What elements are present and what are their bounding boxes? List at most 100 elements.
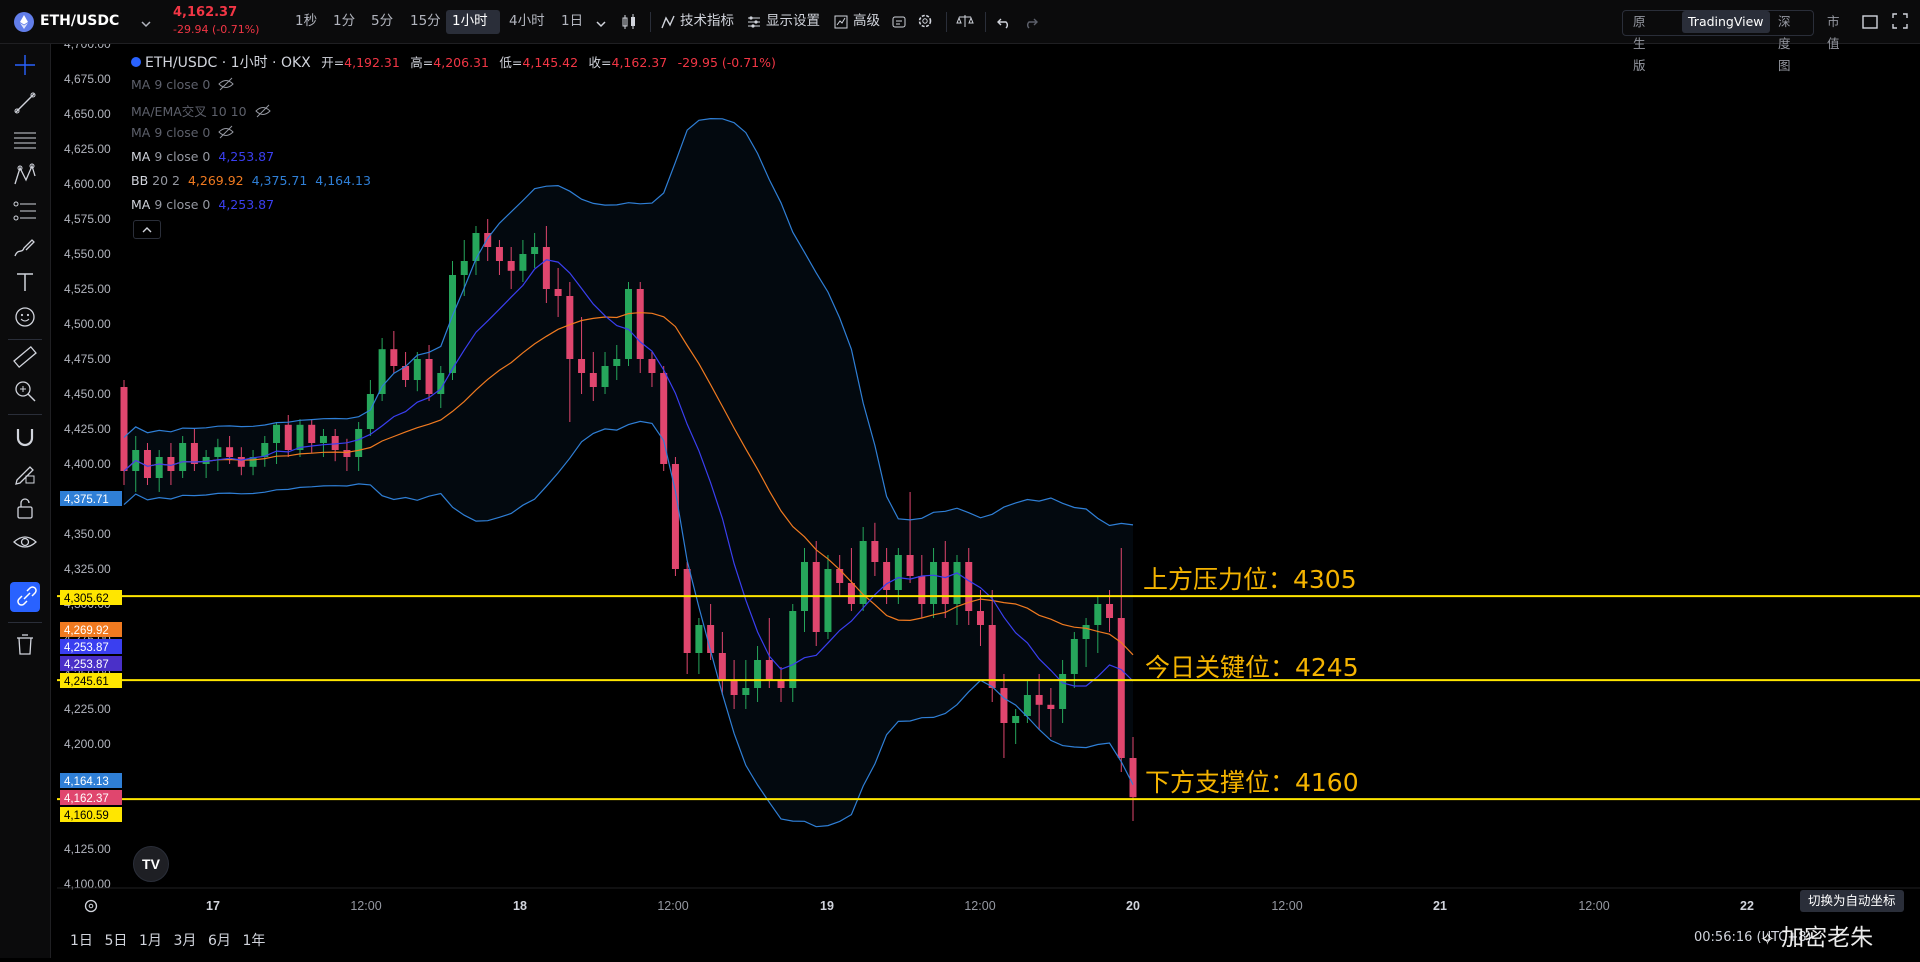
trash-icon[interactable] — [12, 631, 38, 657]
candle-body — [343, 450, 351, 457]
candle-body — [519, 254, 527, 271]
window-icon[interactable] — [1862, 14, 1878, 33]
view-tab-0[interactable]: 原生版 — [1633, 14, 1646, 73]
trend-line-icon[interactable] — [12, 90, 38, 116]
resistance-annotation[interactable]: 上方压力位：4305 — [1143, 565, 1357, 594]
indicators-icon[interactable] — [661, 14, 675, 33]
study-row-2[interactable]: MA 9 close 0 — [131, 125, 235, 142]
header-price: 4,162.37 — [173, 5, 238, 20]
symbol-name[interactable]: ETH/USDC — [40, 13, 120, 29]
horizontal-lines-icon[interactable] — [12, 126, 38, 152]
timeframe-3[interactable]: 15分 — [410, 13, 441, 29]
ruler-icon[interactable] — [12, 344, 38, 370]
compare-icon[interactable] — [956, 13, 974, 33]
candle-body — [261, 443, 269, 457]
template-icon[interactable] — [892, 14, 906, 33]
chevron-down-icon[interactable] — [140, 15, 152, 34]
bb-upper-value: 4,375.71 — [251, 173, 308, 188]
view-tab-3[interactable]: 市值 — [1827, 14, 1840, 51]
candle-body — [953, 562, 961, 604]
auto-scale-tooltip: 切换为自动坐标 — [1800, 890, 1904, 912]
clock[interactable]: 00:56:16 (UTC+8) — [1694, 930, 1812, 945]
candle-body — [226, 447, 234, 457]
tradingview-logo[interactable]: TV — [133, 846, 169, 882]
price-tag-label: 4,245.61 — [64, 676, 109, 688]
timeframe-4[interactable]: 1小时 — [452, 13, 488, 29]
eye-off-icon[interactable] — [218, 125, 235, 142]
timeframe-2[interactable]: 5分 — [371, 13, 394, 29]
chevron-up-icon — [142, 227, 152, 233]
candle-body — [120, 387, 128, 471]
candle-body — [143, 450, 151, 478]
stay-drawing-icon[interactable] — [12, 460, 38, 486]
view-tab-2[interactable]: 深度图 — [1778, 14, 1791, 73]
zoom-in-icon[interactable] — [12, 378, 38, 404]
candle-body — [930, 562, 938, 604]
view-tab-1[interactable]: TradingView — [1682, 11, 1770, 33]
study-row-1[interactable]: MA/EMA交叉 10 10 — [131, 101, 271, 121]
header-change: -29.94 (-0.71%) — [173, 23, 260, 36]
brush-icon[interactable] — [12, 234, 38, 260]
display-settings-icon[interactable] — [747, 14, 761, 33]
timeframe-0[interactable]: 1秒 — [295, 13, 318, 29]
range-button-5[interactable]: 1年 — [242, 933, 266, 949]
pattern-icon[interactable] — [12, 162, 38, 188]
chevron-down-icon[interactable] — [595, 15, 607, 34]
candle-body — [472, 233, 480, 261]
advanced-button[interactable]: 高级 — [853, 13, 880, 29]
range-button-0[interactable]: 1日 — [70, 933, 93, 949]
study-row-4[interactable]: BB 20 2 4,269.92 4,375.71 4,164.13 — [131, 173, 371, 188]
gear-icon[interactable] — [917, 13, 933, 33]
eye-off-icon[interactable] — [218, 77, 235, 94]
candle-body — [554, 289, 562, 296]
fullscreen-icon[interactable] — [1892, 13, 1908, 33]
eye-off-icon[interactable] — [254, 104, 271, 121]
candle-type-icon[interactable] — [621, 14, 637, 34]
range-button-2[interactable]: 1月 — [139, 933, 162, 949]
text-tool-icon[interactable] — [12, 269, 38, 295]
price-tag-label: 4,164.13 — [64, 776, 109, 788]
y-tick-label: 4,450.00 — [64, 387, 111, 401]
advanced-icon[interactable] — [834, 14, 848, 33]
candle-body — [1129, 758, 1137, 798]
magnet-icon[interactable] — [12, 424, 38, 450]
undo-icon[interactable] — [997, 14, 1011, 33]
display-settings-button[interactable]: 显示设置 — [766, 13, 820, 29]
study-row-5[interactable]: MA 9 close 0 4,253.87 — [131, 197, 275, 212]
candle-body — [578, 359, 586, 373]
support-annotation[interactable]: 下方支撑位：4160 — [1145, 768, 1359, 797]
collapse-legend-button[interactable] — [133, 220, 161, 239]
candle-body — [1094, 604, 1102, 625]
y-tick-label: 4,100.00 — [64, 877, 111, 891]
key-level-annotation[interactable]: 今日关键位：4245 — [1145, 653, 1359, 682]
eye-icon[interactable] — [12, 529, 38, 555]
candle-body — [1047, 704, 1055, 709]
study-row-0[interactable]: MA 9 close 0 — [131, 77, 235, 94]
crosshair-icon[interactable] — [12, 52, 38, 78]
x-tick-label: 21 — [1433, 899, 1447, 913]
link-icon[interactable] — [14, 584, 40, 610]
emoji-icon[interactable] — [12, 304, 38, 330]
timeframe-5[interactable]: 4小时 — [509, 13, 545, 29]
candle-body — [284, 424, 292, 450]
candle-body — [1117, 618, 1125, 758]
y-tick-label: 4,475.00 — [64, 352, 111, 366]
study-row-3[interactable]: MA 9 close 0 4,253.87 — [131, 149, 275, 164]
range-button-4[interactable]: 6月 — [208, 933, 231, 949]
candle-body — [449, 275, 457, 373]
lock-icon[interactable] — [12, 495, 38, 521]
time-settings-icon[interactable] — [84, 898, 98, 917]
legend-change: -29.95 (-0.71%) — [677, 55, 776, 70]
candle-body — [695, 625, 703, 653]
timeframe-1[interactable]: 1分 — [333, 13, 356, 29]
range-button-3[interactable]: 3月 — [173, 933, 197, 949]
candle-body — [883, 562, 891, 590]
fib-tools-icon[interactable] — [12, 198, 38, 224]
range-button-1[interactable]: 5日 — [104, 933, 128, 949]
y-tick-label: 4,625.00 — [64, 142, 111, 156]
timeframe-6[interactable]: 1日 — [561, 13, 584, 29]
indicators-button[interactable]: 技术指标 — [680, 13, 734, 29]
redo-icon[interactable] — [1024, 14, 1038, 33]
